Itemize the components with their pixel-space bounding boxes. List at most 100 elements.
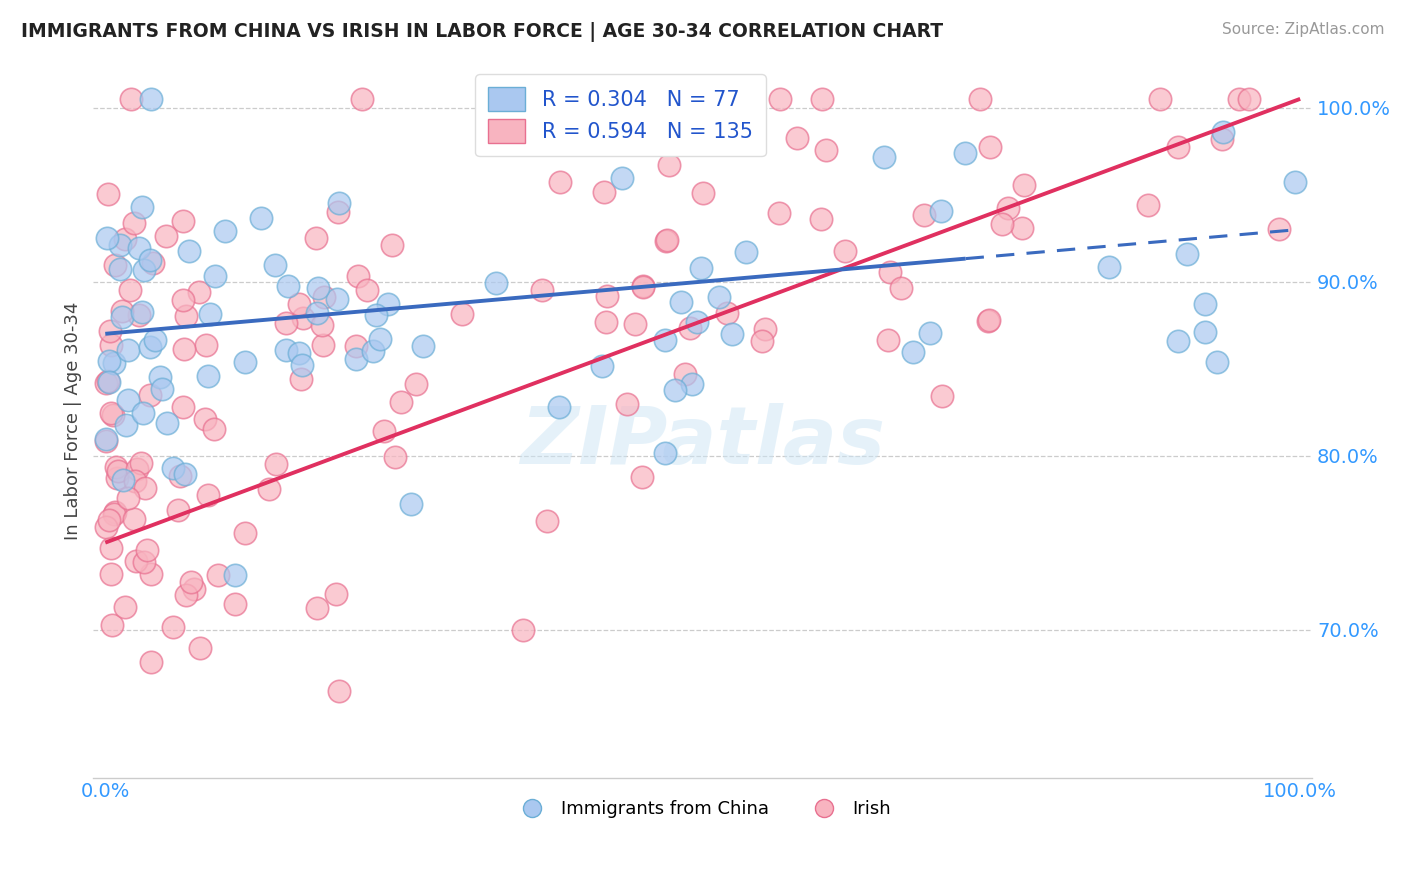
Point	[162, 461, 184, 475]
Legend: Immigrants from China, Irish: Immigrants from China, Irish	[508, 793, 898, 826]
Point	[207, 568, 229, 582]
Point	[188, 640, 211, 655]
Point	[344, 339, 367, 353]
Point	[384, 450, 406, 464]
Point	[305, 231, 328, 245]
Point	[131, 304, 153, 318]
Point	[277, 278, 299, 293]
Point	[114, 599, 136, 614]
Point	[328, 196, 350, 211]
Point	[1014, 178, 1036, 193]
Point	[142, 256, 165, 270]
Point	[288, 297, 311, 311]
Point	[1212, 125, 1234, 139]
Point	[485, 277, 508, 291]
Point	[877, 333, 900, 347]
Point	[115, 417, 138, 432]
Text: ZIPatlas: ZIPatlas	[520, 403, 886, 481]
Point	[512, 624, 534, 638]
Point	[125, 461, 148, 475]
Point	[1211, 132, 1233, 146]
Point	[305, 306, 328, 320]
Point	[593, 186, 616, 200]
Point	[134, 555, 156, 569]
Point	[405, 376, 427, 391]
Point	[288, 346, 311, 360]
Point	[291, 311, 314, 326]
Point	[626, 92, 648, 106]
Point	[96, 434, 118, 449]
Point	[815, 144, 838, 158]
Point	[714, 92, 737, 106]
Point	[114, 232, 136, 246]
Point	[124, 474, 146, 488]
Point	[716, 306, 738, 320]
Point	[681, 377, 703, 392]
Point	[155, 228, 177, 243]
Point	[94, 376, 117, 390]
Point	[111, 310, 134, 324]
Point	[658, 158, 681, 172]
Point	[654, 334, 676, 348]
Point	[1194, 297, 1216, 311]
Point	[197, 488, 219, 502]
Point	[134, 481, 156, 495]
Point	[364, 308, 387, 322]
Point	[111, 304, 134, 318]
Point	[125, 554, 148, 568]
Point	[187, 285, 209, 299]
Point	[786, 131, 808, 145]
Text: Source: ZipAtlas.com: Source: ZipAtlas.com	[1222, 22, 1385, 37]
Point	[450, 307, 472, 321]
Point	[139, 253, 162, 268]
Point	[655, 233, 678, 247]
Point	[124, 217, 146, 231]
Point	[174, 467, 197, 481]
Point	[139, 92, 162, 106]
Point	[751, 334, 773, 349]
Point	[104, 258, 127, 272]
Point	[198, 307, 221, 321]
Point	[108, 261, 131, 276]
Point	[131, 200, 153, 214]
Point	[591, 359, 613, 373]
Point	[1167, 140, 1189, 154]
Point	[111, 473, 134, 487]
Point	[202, 421, 225, 435]
Point	[624, 318, 647, 332]
Point	[183, 582, 205, 596]
Point	[768, 206, 790, 220]
Point	[664, 384, 686, 398]
Point	[754, 322, 776, 336]
Point	[94, 432, 117, 446]
Point	[361, 343, 384, 358]
Point	[709, 290, 731, 304]
Point	[156, 417, 179, 431]
Point	[162, 620, 184, 634]
Point	[291, 359, 314, 373]
Point	[274, 317, 297, 331]
Point	[117, 392, 139, 407]
Point	[1098, 260, 1121, 275]
Point	[172, 214, 194, 228]
Point	[953, 146, 976, 161]
Point	[326, 292, 349, 306]
Point	[264, 457, 287, 471]
Point	[631, 470, 654, 484]
Point	[616, 397, 638, 411]
Point	[307, 280, 329, 294]
Point	[224, 597, 246, 611]
Point	[169, 468, 191, 483]
Point	[145, 333, 167, 347]
Point	[969, 92, 991, 106]
Point	[97, 374, 120, 388]
Point	[224, 567, 246, 582]
Y-axis label: In Labor Force | Age 30-34: In Labor Force | Age 30-34	[65, 301, 82, 540]
Point	[172, 293, 194, 307]
Point	[1227, 92, 1250, 106]
Point	[233, 355, 256, 369]
Point	[918, 326, 941, 340]
Point	[172, 401, 194, 415]
Point	[98, 354, 121, 368]
Point	[233, 525, 256, 540]
